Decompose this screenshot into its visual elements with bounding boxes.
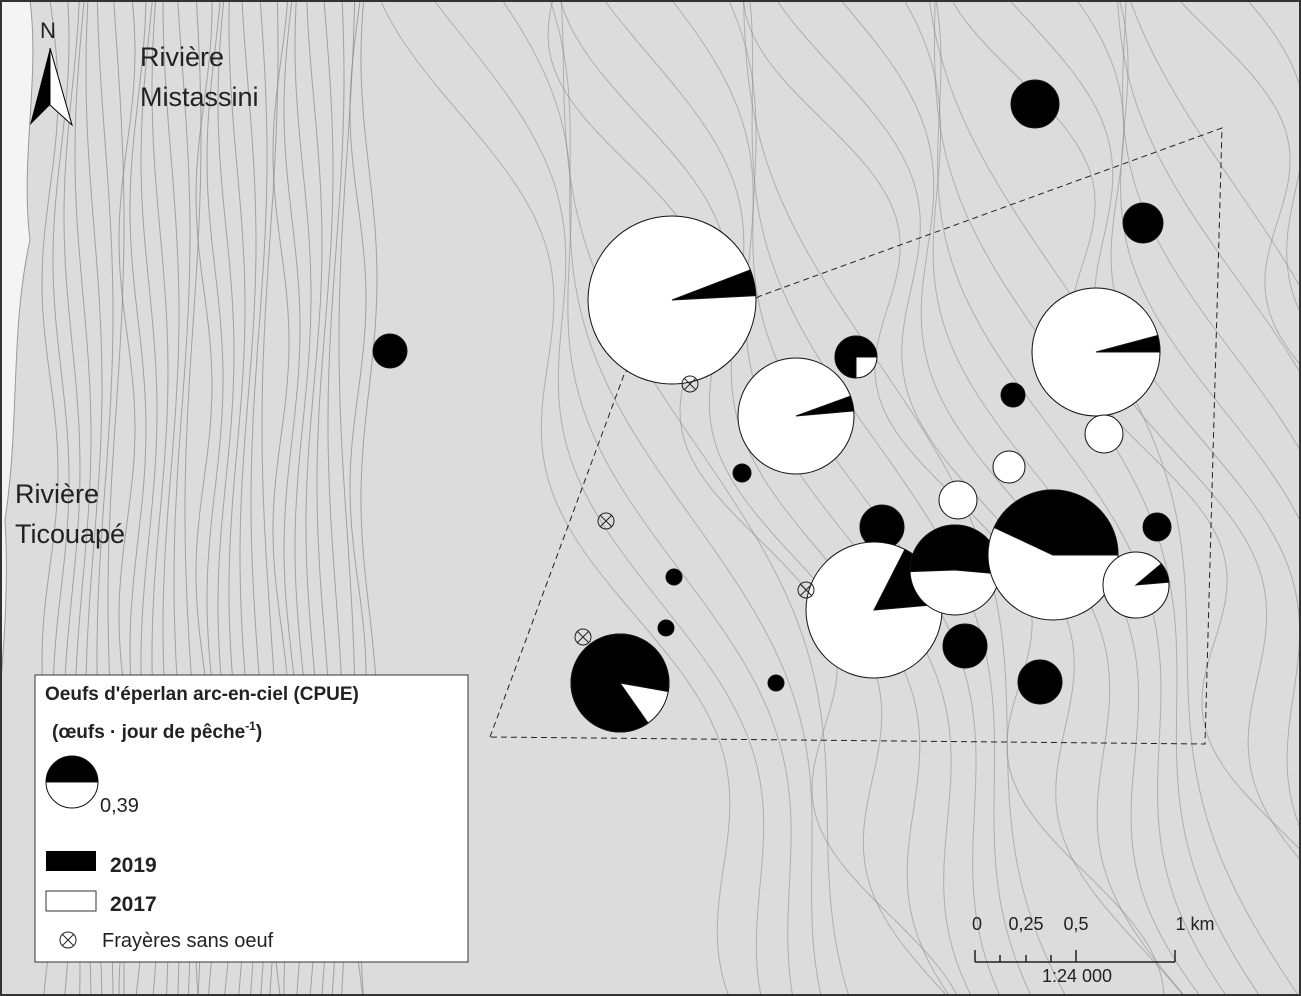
pie-slice	[1095, 334, 1161, 353]
pie	[1017, 659, 1063, 705]
unit-sup: -1	[245, 719, 256, 733]
pie	[657, 619, 675, 637]
water	[0, 0, 34, 701]
contour	[559, 0, 948, 996]
pie	[938, 480, 978, 520]
x-marker	[574, 628, 592, 646]
contour	[547, 0, 958, 996]
pie-slice	[570, 633, 670, 733]
legend-size-label: 0,39	[100, 795, 139, 817]
contour	[776, 0, 1185, 996]
north-arrow: N	[30, 18, 73, 127]
pie	[767, 674, 785, 692]
pie	[1142, 512, 1172, 542]
pie	[732, 463, 752, 483]
contour	[603, 0, 950, 996]
pie-slice	[834, 335, 878, 379]
legend-label: 2017	[110, 893, 157, 916]
pie-slice	[1134, 563, 1170, 586]
contour	[560, 0, 850, 996]
contour	[935, 0, 1227, 996]
legend-box	[34, 674, 469, 963]
pie	[1000, 382, 1026, 408]
contour	[840, 0, 1186, 996]
legend-swatch	[45, 890, 97, 912]
contour	[671, 0, 972, 996]
legend-label: Frayères sans oeuf	[102, 930, 274, 952]
x-marker	[599, 514, 613, 528]
pies	[372, 79, 1172, 733]
legend-x-icon	[59, 931, 77, 949]
contour	[433, 0, 765, 996]
contour	[501, 0, 794, 996]
pie-slice	[993, 489, 1119, 556]
legend-title: Oeufs d'éperlan arc-en-ciel (CPUE)	[45, 684, 359, 705]
x-marker	[683, 377, 697, 391]
pie	[1084, 414, 1124, 454]
contour	[1117, 0, 1301, 376]
unit-text: (œufs · jour de pêche	[52, 722, 245, 743]
unit-close: )	[256, 722, 262, 743]
x-marker	[576, 630, 590, 644]
pie	[1010, 79, 1060, 129]
arrow-left	[30, 48, 50, 125]
pie-slice	[795, 395, 855, 417]
legend-unit: (œufs · jour de pêche-1)	[52, 719, 262, 743]
legend-pie-bottom	[45, 781, 99, 809]
contour	[934, 0, 1261, 996]
pie	[992, 450, 1026, 484]
x-marker	[799, 583, 813, 597]
contour	[1178, 0, 1301, 367]
contour	[749, 0, 1032, 996]
pie	[1122, 202, 1164, 244]
pie	[665, 568, 683, 586]
study-area	[489, 127, 1223, 745]
pie	[372, 333, 408, 369]
scale-label: 0,5	[1063, 914, 1088, 934]
scale-label: 0,25	[1008, 914, 1043, 934]
contour	[1129, 0, 1301, 290]
contour	[380, 0, 731, 996]
legend-label: 2019	[110, 854, 157, 877]
contour	[728, 0, 1001, 996]
place-label: Rivière	[140, 42, 224, 72]
place-label: Rivière	[15, 479, 99, 509]
contour	[951, 0, 1301, 852]
no-egg-sites	[574, 375, 815, 646]
scale-bar: 0 0,25 0,5 1 km 1:24 000	[972, 914, 1215, 986]
scale-label: 1 km	[1175, 914, 1214, 934]
legend-swatch	[46, 851, 96, 871]
place-label: Ticouapé	[15, 519, 125, 549]
scale-ratio: 1:24 000	[1042, 966, 1112, 986]
contour	[928, 0, 1300, 996]
contour	[549, 0, 822, 996]
place-label: Mistassini	[140, 82, 259, 112]
pie	[942, 623, 988, 669]
contour	[1122, 0, 1301, 453]
scale-line	[974, 950, 1176, 963]
contour	[1119, 0, 1301, 524]
x-marker	[597, 512, 615, 530]
arrow-right	[49, 47, 73, 127]
contour	[1009, 0, 1301, 862]
legend-pie-top	[45, 755, 99, 783]
scale-label: 0	[972, 914, 982, 934]
x-marker	[797, 581, 815, 599]
pie-slice	[671, 269, 757, 301]
north-label: N	[40, 18, 56, 43]
legend: Oeufs d'éperlan arc-en-ciel (CPUE) (œufs…	[34, 674, 469, 963]
x-marker	[681, 375, 699, 393]
